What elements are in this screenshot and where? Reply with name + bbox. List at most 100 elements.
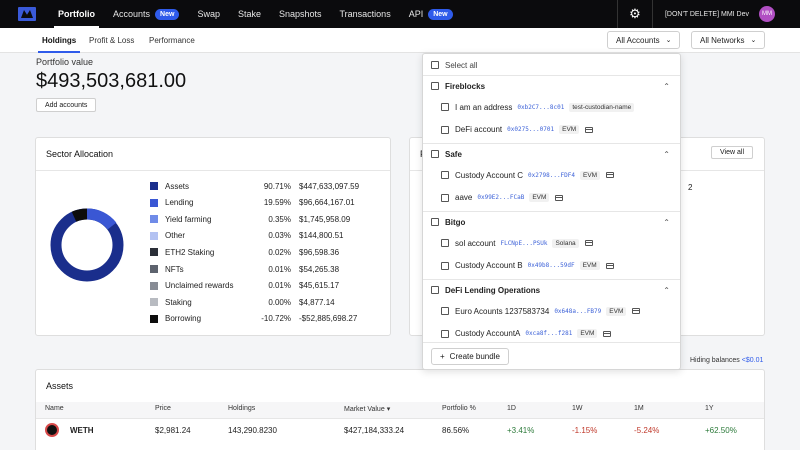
account-checkbox[interactable] (441, 103, 449, 111)
wallet-icon (603, 330, 612, 337)
legend-value: $54,265.38 (299, 264, 340, 274)
account-checkbox[interactable] (441, 193, 449, 202)
col-name[interactable]: Name (45, 405, 64, 412)
account-checkbox[interactable] (441, 329, 449, 338)
group-checkbox[interactable] (431, 150, 439, 158)
tab-performance-label: Performance (149, 36, 195, 45)
account-group-header[interactable]: Bitgo ⌃ (423, 214, 682, 230)
col-1y[interactable]: 1Y (705, 405, 714, 412)
tab-profit-loss[interactable]: Profit & Loss (89, 28, 134, 53)
divider (423, 279, 680, 280)
all-accounts-dropdown[interactable]: All Accounts ⌄ (607, 31, 681, 49)
group-checkbox[interactable] (431, 218, 439, 226)
new-badge: New (155, 8, 180, 20)
chevron-up-icon[interactable]: ⌃ (663, 81, 670, 91)
account-address: 0xb2C7...8c01 (517, 103, 565, 111)
col-1w[interactable]: 1W (572, 405, 583, 412)
accounts-dropdown-panel: Select all Fireblocks ⌃ I am an address 0xb… (422, 53, 681, 370)
legend-swatch (150, 198, 158, 207)
col-market-value[interactable]: Market Value ▾ (344, 405, 390, 413)
nav-snapshots-label: Snapshots (278, 9, 322, 19)
asset-change-1d: +3.41% (507, 426, 535, 435)
nav-swap[interactable]: Swap (197, 0, 220, 28)
legend-row: Borrowing -10.72% -$52,885,698.27 (150, 312, 360, 326)
nav-stake[interactable]: Stake (238, 0, 261, 28)
nav-accounts[interactable]: Accounts New (113, 0, 180, 28)
account-option[interactable]: Euro Acounts 1237583734 0x648a...FB79 EVM (423, 303, 682, 319)
account-option[interactable]: Custody Account B 0x49b8...59dF EVM (423, 258, 682, 274)
legend-row: NFTs 0.01% $54,265.38 (150, 262, 360, 276)
sector-allocation-card: Sector Allocation Assets 90.71% $447,633,0… (35, 137, 391, 336)
network-tag: EVM (579, 261, 600, 270)
legend-swatch (150, 298, 158, 307)
asset-change-1m: -5.24% (634, 426, 660, 435)
account-group-header[interactable]: Safe ⌃ (423, 146, 682, 162)
nav-api[interactable]: API New (409, 0, 453, 28)
gear-icon: ⚙ (629, 6, 641, 21)
legend-row: Staking 0.00% $4,877.14 (150, 295, 360, 309)
account-name: sol account (455, 238, 496, 248)
nav-snapshots[interactable]: Snapshots (279, 0, 322, 28)
chevron-up-icon[interactable]: ⌃ (663, 217, 670, 227)
tab-holdings-label: Holdings (42, 36, 77, 45)
view-all-button[interactable]: View all (711, 146, 753, 159)
donut-lending-arc (86, 208, 117, 230)
account-checkbox[interactable] (441, 307, 449, 315)
col-portfolio-pct[interactable]: Portfolio % (442, 405, 476, 412)
account-group-header[interactable]: DeFi Lending Operations ⌃ (423, 282, 682, 298)
account-option[interactable]: aave 0x99E2...FCaB EVM (423, 190, 682, 206)
account-option[interactable]: I am an address 0xb2C7...8c01 test-custodi… (423, 99, 682, 115)
account-name: Custody Account C (455, 170, 524, 180)
select-all-option[interactable]: Select all (423, 57, 682, 73)
legend-swatch (150, 248, 158, 257)
legend-name: Assets (165, 181, 190, 191)
legend-row: Lending 19.59% $96,664,167.01 (150, 196, 360, 210)
account-address: FLCNpE...PSUk (500, 239, 548, 247)
legend-pct: 0.35% (268, 214, 291, 224)
avatar[interactable]: MM (759, 6, 775, 22)
asset-change-1y: +62.50% (705, 426, 737, 435)
tab-performance[interactable]: Performance (149, 28, 195, 53)
col-1d[interactable]: 1D (507, 405, 516, 412)
col-1m[interactable]: 1M (634, 405, 644, 412)
group-name: Fireblocks (445, 81, 486, 91)
sector-donut-chart (50, 208, 124, 282)
tab-holdings[interactable]: Holdings (37, 28, 81, 53)
logo-icon[interactable] (18, 7, 36, 21)
account-name[interactable]: [DON'T DELETE] MMI Dev (664, 10, 749, 18)
create-bundle-button[interactable]: + Create bundle (431, 348, 509, 365)
account-checkbox[interactable] (441, 239, 449, 247)
col-price[interactable]: Price (155, 405, 171, 412)
portfolio-value-label: Portfolio value (36, 57, 94, 67)
settings-button[interactable]: ⚙ (616, 0, 653, 28)
legend-value: -$52,885,698.27 (299, 314, 358, 324)
account-option[interactable]: Custody AccountA 0xca8f...f281 EVM (423, 326, 682, 342)
all-networks-dropdown[interactable]: All Networks ⌄ (691, 31, 766, 49)
account-option[interactable]: DeFi account 0x0275...0701 EVM (423, 122, 682, 138)
nav-transactions[interactable]: Transactions (340, 0, 391, 28)
chevron-up-icon[interactable]: ⌃ (663, 149, 670, 159)
account-checkbox[interactable] (441, 125, 449, 134)
weth-token-icon (45, 423, 59, 437)
legend-swatch (150, 314, 158, 323)
legend-pct: 0.00% (268, 297, 291, 307)
nav-portfolio-label: Portfolio (58, 9, 95, 19)
portfolio-value: $493,503,681.00 (36, 70, 187, 92)
account-checkbox[interactable] (441, 171, 449, 179)
chevron-up-icon[interactable]: ⌃ (663, 285, 670, 295)
group-checkbox[interactable] (431, 286, 439, 294)
select-all-checkbox[interactable] (431, 61, 439, 69)
group-checkbox[interactable] (431, 82, 439, 90)
hiding-balances-label: Hiding balances (690, 357, 740, 364)
account-option[interactable]: Custody Account C 0x2798...FDF4 EVM (423, 167, 682, 183)
account-option[interactable]: sol account FLCNpE...PSUk Solana (423, 235, 682, 251)
legend-name: Staking (165, 297, 192, 307)
account-checkbox[interactable] (441, 261, 449, 270)
hiding-threshold-link[interactable]: <$0.01 (741, 357, 764, 364)
nav-portfolio[interactable]: Portfolio (54, 0, 99, 28)
add-accounts-button[interactable]: Add accounts (36, 98, 97, 112)
account-group-header[interactable]: Fireblocks ⌃ (423, 78, 682, 94)
col-holdings[interactable]: Holdings (228, 405, 256, 412)
group-name: Bitgo (445, 217, 466, 227)
asset-holdings: 143,290.8230 (228, 426, 277, 435)
